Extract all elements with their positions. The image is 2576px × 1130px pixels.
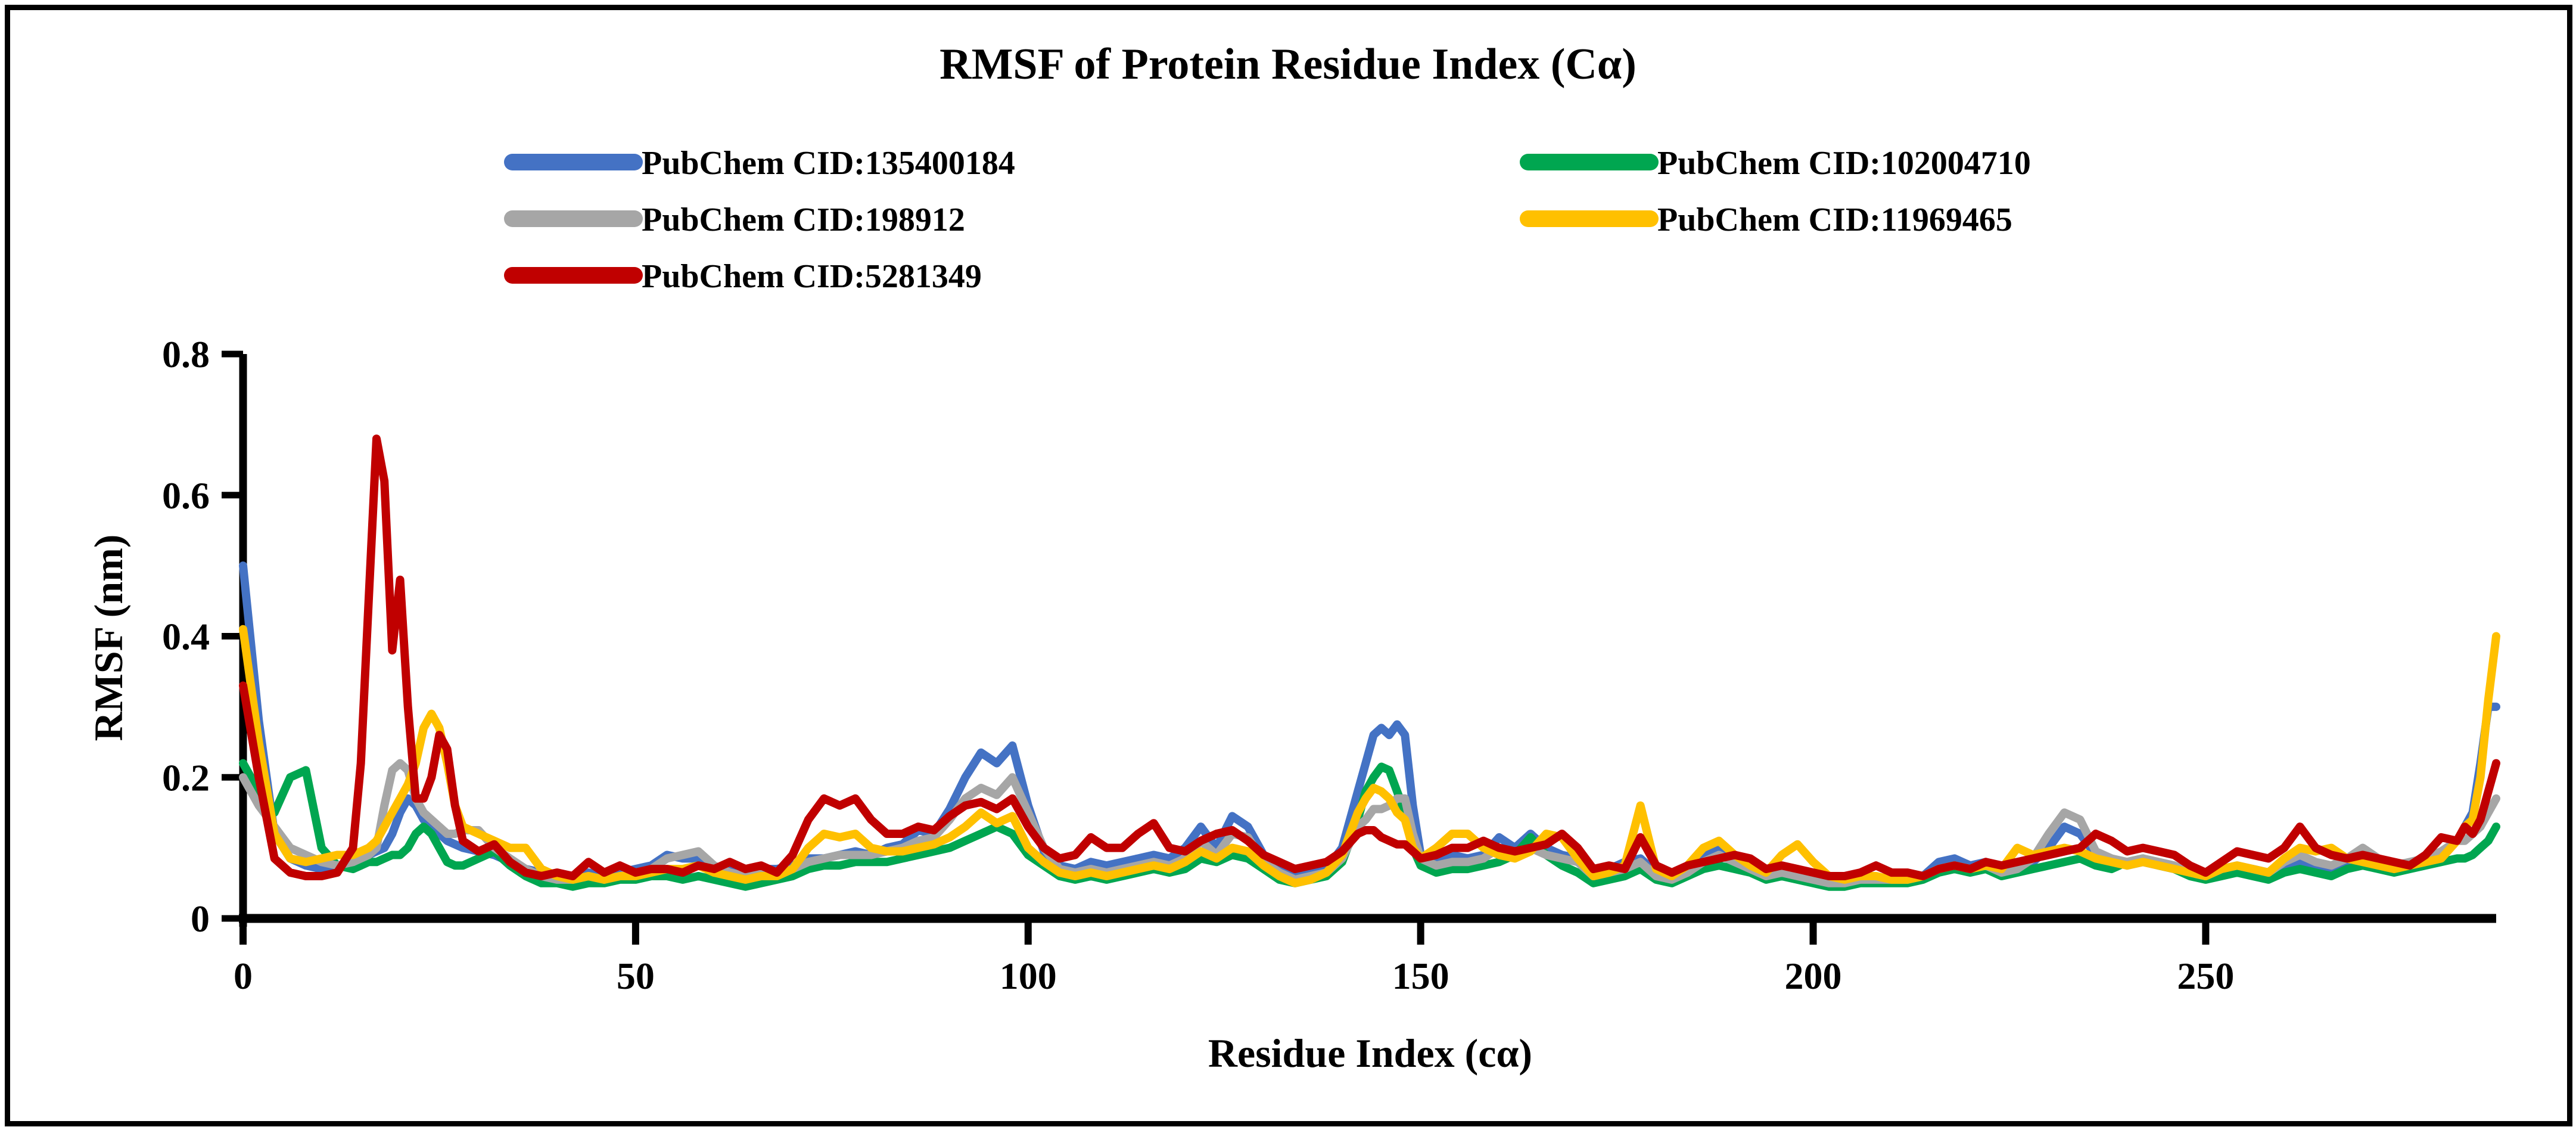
axes: 0 0.2 0.4 0.6 0.8 0 50 100 150 200 250 — [162, 333, 2496, 997]
legend-label: PubChem CID:5281349 — [642, 258, 982, 295]
x-tick-label: 250 — [2177, 955, 2234, 997]
y-tick-label: 0.8 — [162, 333, 210, 375]
x-axis-title: Residue Index (cα) — [1208, 1030, 1532, 1076]
y-tick-label: 0.6 — [162, 474, 210, 517]
y-tick-label: 0 — [191, 898, 210, 940]
legend-item: PubChem CID:11969465 — [1520, 201, 2012, 238]
series-line-pubchem-cid-135400184 — [239, 561, 2500, 887]
legend-label: PubChem CID:198912 — [642, 201, 965, 238]
series-line-pubchem-cid-5281349 — [239, 434, 2500, 880]
outer-border — [5, 5, 2572, 1126]
legend-label: PubChem CID:11969465 — [1657, 201, 2012, 238]
chart-title: RMSF of Protein Residue Index (Cα) — [939, 40, 1637, 89]
legend-item: PubChem CID:5281349 — [504, 258, 982, 295]
series-line-pubchem-cid-11969465 — [239, 625, 2500, 887]
x-tick-label: 50 — [617, 955, 655, 997]
series-lines — [239, 434, 2500, 891]
x-tick-label: 100 — [1000, 955, 1057, 997]
y-tick-label: 0.4 — [162, 616, 210, 658]
x-tick-label: 200 — [1785, 955, 1842, 997]
legend-item: PubChem CID:135400184 — [504, 145, 1015, 182]
x-tick-label: 150 — [1392, 955, 1449, 997]
x-tick-label: 0 — [234, 955, 253, 997]
y-tick-label: 0.2 — [162, 756, 210, 799]
legend-label: PubChem CID:135400184 — [642, 145, 1015, 182]
legend-item: PubChem CID:198912 — [504, 201, 965, 238]
legend-item: PubChem CID:102004710 — [1520, 145, 2031, 182]
legend-label: PubChem CID:102004710 — [1657, 145, 2031, 182]
legend: PubChem CID:135400184 PubChem CID:1020047… — [504, 145, 2031, 295]
y-axis-title: RMSF (nm) — [86, 535, 131, 741]
